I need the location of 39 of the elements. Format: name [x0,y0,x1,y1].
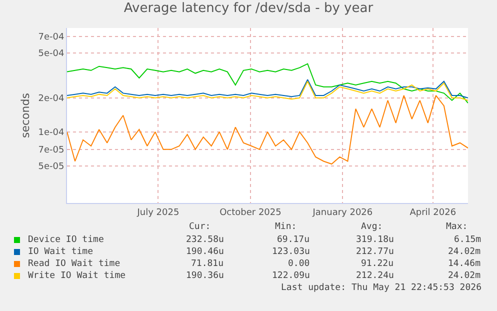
text: 24.02m [448,247,481,257]
x-tick-label: July 2025 [136,208,180,218]
line-series [67,94,468,165]
y-tick-label: 1e-04 [38,128,64,138]
x-tick-label: April 2026 [410,208,456,218]
y-tick-label: 5e-05 [38,162,64,172]
text: Avg: [361,222,383,232]
x-tick-label: October 2025 [220,208,282,218]
y-tick-label: 5e-04 [38,49,64,60]
text: 319.18u [356,235,394,245]
line-series [67,63,468,104]
text: 91.22u [361,259,394,269]
text: 123.03u [272,247,310,257]
text: Cur: [189,222,211,232]
legend-label: Read IO Wait time [28,259,120,269]
text: Min: [275,222,297,232]
legend-label: Write IO Wait time [28,271,126,281]
text: 212.77u [356,247,394,257]
y-tick-label: 2e-04 [38,94,64,104]
text: 71.81u [191,259,224,269]
text: 14.46m [448,259,481,269]
text: 6.15m [454,235,482,245]
y-tick-label: 7e-04 [38,32,64,43]
chart-title: Average latency for /dev/sda - by year [124,1,374,16]
text: 24.02m [448,271,481,281]
text: 190.36u [186,271,224,281]
text: 0.00 [288,259,310,269]
y-axis-title: seconds [18,92,32,138]
text: 122.09u [272,271,310,281]
text: 190.46u [186,247,224,257]
legend-label: Device IO time [28,235,104,245]
text: Max: [446,222,468,232]
text: 69.17u [277,235,310,245]
text: Last update: Thu May 21 22:45:53 2026 [281,283,482,293]
text: 212.24u [356,271,394,281]
text: 232.58u [186,235,224,245]
x-tick-label: January 2026 [312,208,373,218]
legend-label: IO Wait time [28,247,94,257]
y-tick-label: 7e-05 [38,146,64,156]
